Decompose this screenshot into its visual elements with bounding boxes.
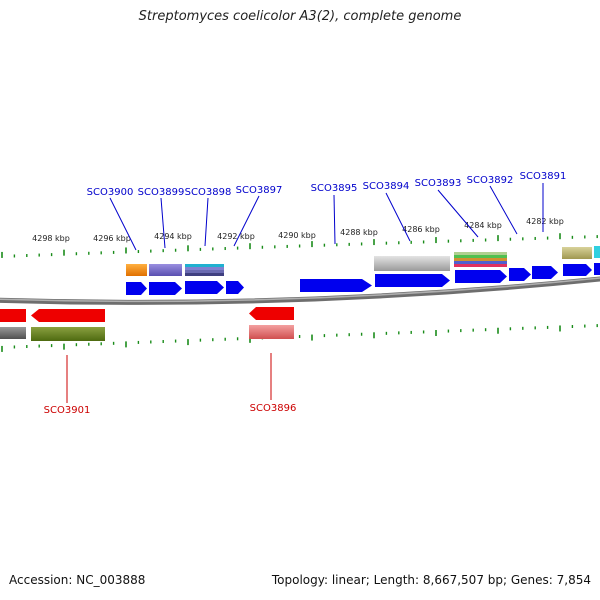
feature-box-green [31, 327, 105, 341]
gene-label[interactable]: SCO3898 [185, 187, 232, 198]
gene-arrow-forward[interactable] [532, 266, 558, 279]
accession-text: Accession: NC_003888 [9, 573, 146, 587]
feature-box-gray [374, 256, 450, 271]
feature-box-rainbow [454, 252, 507, 267]
genome-title: Streptomyces coelicolor A3(2), complete … [138, 9, 462, 24]
gene-arrow-forward[interactable] [594, 263, 600, 275]
genome-backbone-highlight [0, 277, 600, 303]
scale-label: 4292 kbp [217, 232, 255, 241]
forward-gene-labels: SCO3900 SCO3899 SCO3898 SCO3897 SCO3895 … [87, 171, 567, 198]
gene-arrow-reverse[interactable] [31, 309, 105, 322]
gene-label[interactable]: SCO3899 [138, 187, 185, 198]
gene-arrow-forward[interactable] [226, 281, 244, 294]
gene-arrow-forward[interactable] [455, 270, 507, 283]
reverse-strand-genes [0, 307, 294, 322]
gene-label[interactable]: SCO3891 [520, 171, 567, 182]
gene-label[interactable]: SCO3896 [250, 403, 297, 414]
scale-label: 4286 kbp [402, 225, 440, 234]
gene-label[interactable]: SCO3894 [363, 181, 410, 192]
gene-arrow-reverse[interactable] [249, 307, 294, 320]
feature-box-cyan [594, 246, 600, 258]
feature-box-multicolor [185, 264, 224, 276]
feature-box-olive [562, 247, 592, 259]
gene-arrow-forward[interactable] [375, 274, 450, 287]
scale-label: 4298 kbp [32, 234, 70, 243]
gene-arrow-forward[interactable] [509, 268, 531, 281]
gene-label[interactable]: SCO3892 [467, 175, 514, 186]
gene-label[interactable]: SCO3895 [311, 183, 358, 194]
scale-label: 4296 kbp [93, 234, 131, 243]
scale-ticks-top [1, 233, 598, 258]
scale-labels: 4298 kbp 4296 kbp 4294 kbp 4292 kbp 4290… [32, 217, 564, 243]
forward-strand-genes [126, 263, 600, 295]
gene-arrow-forward[interactable] [300, 279, 372, 292]
feature-box-purple [149, 264, 182, 276]
gene-arrow-forward[interactable] [185, 281, 224, 294]
scale-label: 4290 kbp [278, 231, 316, 240]
gene-arrow-reverse[interactable] [0, 309, 26, 322]
scale-label: 4288 kbp [340, 228, 378, 237]
gene-label[interactable]: SCO3900 [87, 187, 134, 198]
feature-box-pink [249, 325, 294, 339]
scale-label: 4294 kbp [154, 232, 192, 241]
feature-box-darkgray [0, 327, 26, 339]
gene-arrow-forward[interactable] [563, 264, 592, 276]
gene-arrow-forward[interactable] [149, 282, 182, 295]
gene-label[interactable]: SCO3893 [415, 178, 462, 189]
scale-label: 4284 kbp [464, 221, 502, 230]
scale-label: 4282 kbp [526, 217, 564, 226]
gene-label[interactable]: SCO3901 [44, 405, 91, 416]
feature-box-orange [126, 264, 147, 276]
gene-label[interactable]: SCO3897 [236, 185, 283, 196]
genome-summary-text: Topology: linear; Length: 8,667,507 bp; … [271, 573, 591, 587]
label-leader-lines [66, 183, 544, 403]
genome-backbone [0, 276, 600, 305]
gene-arrow-forward[interactable] [126, 282, 147, 295]
reverse-gene-labels: SCO3901 SCO3896 [44, 403, 297, 416]
feature-tracks [0, 246, 600, 341]
